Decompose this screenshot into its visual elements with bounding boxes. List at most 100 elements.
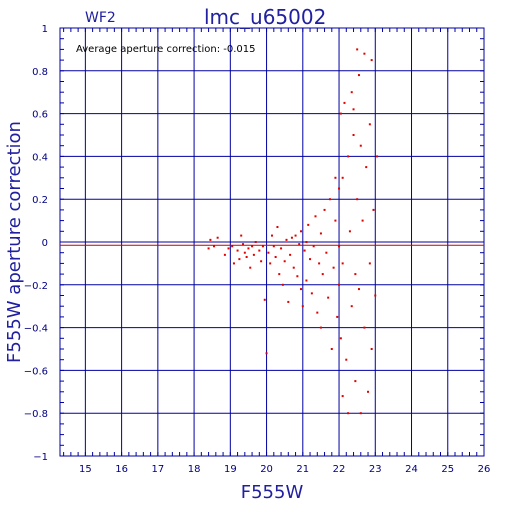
data-point — [227, 247, 230, 250]
data-point — [290, 236, 293, 239]
data-point — [249, 266, 252, 269]
data-point — [372, 208, 375, 211]
data-point — [209, 238, 212, 241]
data-point — [314, 215, 317, 218]
data-point — [243, 251, 246, 254]
data-point — [339, 112, 342, 115]
data-point — [238, 258, 241, 261]
data-point — [325, 251, 328, 254]
data-point — [341, 176, 344, 179]
data-point — [321, 273, 324, 276]
average-note: Average aperture correction: -0.015 — [76, 44, 256, 55]
data-point — [303, 249, 306, 252]
data-point — [361, 219, 364, 222]
data-point — [341, 395, 344, 398]
data-point — [267, 251, 270, 254]
data-point — [265, 352, 268, 355]
data-point — [368, 262, 371, 265]
data-point — [309, 258, 312, 261]
y-tick-label: 0 — [42, 238, 48, 249]
data-point — [363, 52, 366, 55]
grid-lines — [60, 27, 485, 457]
data-point — [307, 223, 310, 226]
data-point — [338, 283, 341, 286]
data-point — [272, 245, 275, 248]
data-point — [363, 326, 366, 329]
data-point — [236, 249, 239, 252]
data-point — [252, 253, 255, 256]
data-point — [296, 275, 299, 278]
x-axis-label: F555W — [241, 482, 304, 503]
data-point — [312, 245, 315, 248]
data-point — [319, 232, 322, 235]
data-point — [368, 123, 371, 126]
data-point — [356, 48, 359, 51]
data-point — [359, 412, 362, 415]
data-point — [352, 108, 355, 111]
chip-label: WF2 — [85, 10, 116, 26]
data-point — [350, 305, 353, 308]
y-tick-label: −0.6 — [24, 366, 48, 377]
x-tick-label: 19 — [224, 464, 237, 475]
x-tick-label: 26 — [478, 464, 491, 475]
data-point — [336, 315, 339, 318]
data-point — [357, 288, 360, 291]
data-point — [287, 300, 290, 303]
data-point — [223, 253, 226, 256]
y-tick-label: −0.2 — [24, 281, 48, 292]
data-point — [365, 166, 368, 169]
data-point — [354, 273, 357, 276]
data-point — [356, 198, 359, 201]
data-point — [274, 255, 277, 258]
data-point — [251, 245, 254, 248]
data-point — [352, 134, 355, 136]
y-tick-labels: −1 −0.8 −0.6 −0.4 −0.2 0 0.2 0.4 0.6 0.8 1 — [24, 24, 48, 463]
data-point — [232, 262, 235, 265]
data-point — [294, 234, 297, 237]
data-point — [376, 155, 379, 158]
data-point — [370, 348, 373, 350]
data-point — [327, 296, 330, 299]
data-point — [338, 187, 341, 190]
x-tick-labels: 15 16 17 18 19 20 21 22 23 24 25 26 — [79, 464, 490, 475]
data-point — [263, 298, 266, 301]
x-tick-label: 23 — [369, 464, 382, 475]
x-tick-label: 24 — [405, 464, 418, 475]
data-point — [338, 245, 341, 248]
data-point — [345, 358, 348, 361]
data-point — [281, 283, 284, 286]
data-point — [367, 390, 370, 393]
data-point — [276, 226, 279, 229]
y-axis-label: F555W aperture correction — [4, 121, 25, 363]
y-tick-label: 0.6 — [32, 110, 48, 121]
data-point — [278, 273, 281, 276]
data-point — [289, 253, 292, 256]
data-point — [334, 176, 337, 179]
data-point — [298, 243, 301, 246]
data-point — [245, 255, 248, 258]
y-tick-label: −0.8 — [24, 409, 48, 420]
data-point — [207, 247, 210, 250]
x-tick-label: 20 — [260, 464, 273, 475]
x-tick-label: 25 — [441, 464, 454, 475]
data-point — [347, 412, 350, 415]
plot-frame — [59, 27, 485, 457]
data-point — [341, 262, 344, 265]
data-point — [328, 198, 331, 201]
data-point — [240, 234, 243, 237]
data-point — [292, 266, 295, 269]
data-point — [247, 247, 250, 250]
data-point — [343, 101, 346, 104]
data-point — [310, 292, 313, 295]
data-point — [354, 380, 357, 383]
x-tick-label: 21 — [296, 464, 309, 475]
x-tick-label: 22 — [333, 464, 346, 475]
data-point — [359, 144, 362, 147]
y-tick-label: 0.2 — [32, 195, 48, 206]
data-point — [231, 245, 234, 248]
data-point — [348, 230, 351, 233]
data-point — [254, 241, 257, 243]
data-point — [357, 74, 360, 77]
data-point — [260, 260, 263, 263]
x-tick-label: 16 — [115, 464, 128, 475]
